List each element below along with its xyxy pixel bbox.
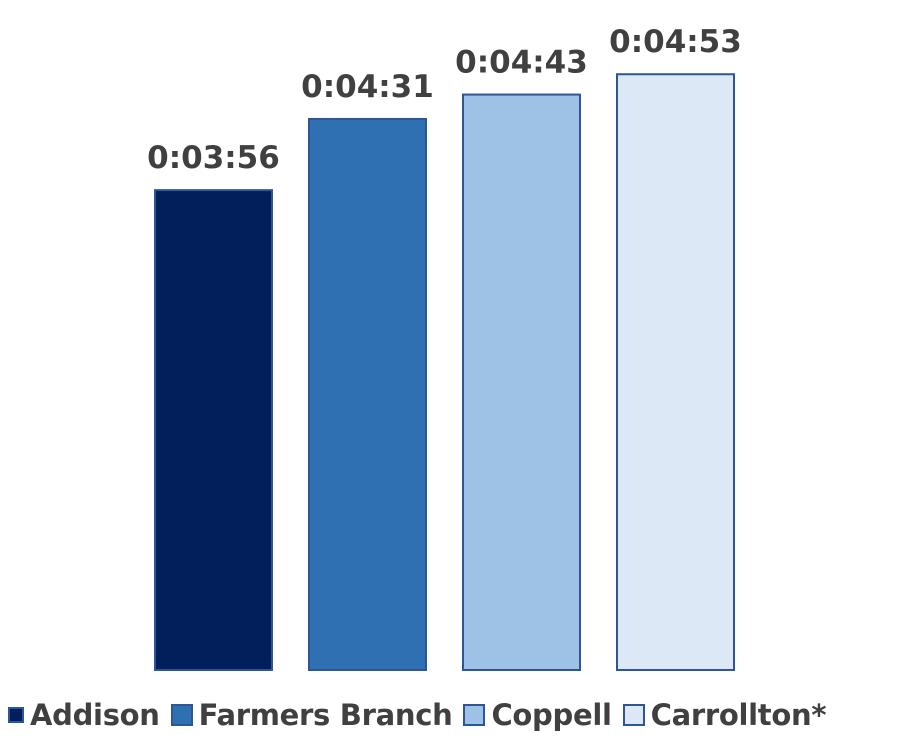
legend-swatch-coppell: [463, 704, 485, 726]
bar-farmers-branch: [309, 119, 426, 670]
legend-label-carrollton: Carrollton*: [651, 698, 827, 732]
legend-item-carrollton: Carrollton*: [623, 698, 827, 732]
bar-chart: 0:03:56 0:04:31 0:04:43 0:04:53: [0, 0, 898, 680]
legend-swatch-farmers-branch: [171, 704, 193, 726]
bar-addison: [155, 190, 272, 670]
legend-item-coppell: Coppell: [463, 698, 611, 732]
data-label-farmers-branch: 0:04:31: [301, 69, 434, 105]
bar-coppell: [463, 95, 580, 670]
legend-swatch-carrollton: [623, 704, 645, 726]
legend-label-addison: Addison: [30, 698, 160, 732]
legend-item-farmers-branch: Farmers Branch: [171, 698, 453, 732]
legend-label-coppell: Coppell: [491, 698, 611, 732]
legend-swatch-addison: [8, 707, 24, 723]
chart-legend: Addison Farmers Branch Coppell Carrollto…: [0, 690, 898, 740]
data-label-carrollton: 0:04:53: [609, 24, 742, 60]
legend-item-addison: Addison: [8, 698, 160, 732]
legend-label-farmers-branch: Farmers Branch: [199, 698, 453, 732]
data-label-addison: 0:03:56: [147, 140, 280, 176]
bar-carrollton: [617, 74, 734, 670]
data-label-coppell: 0:04:43: [455, 45, 588, 81]
